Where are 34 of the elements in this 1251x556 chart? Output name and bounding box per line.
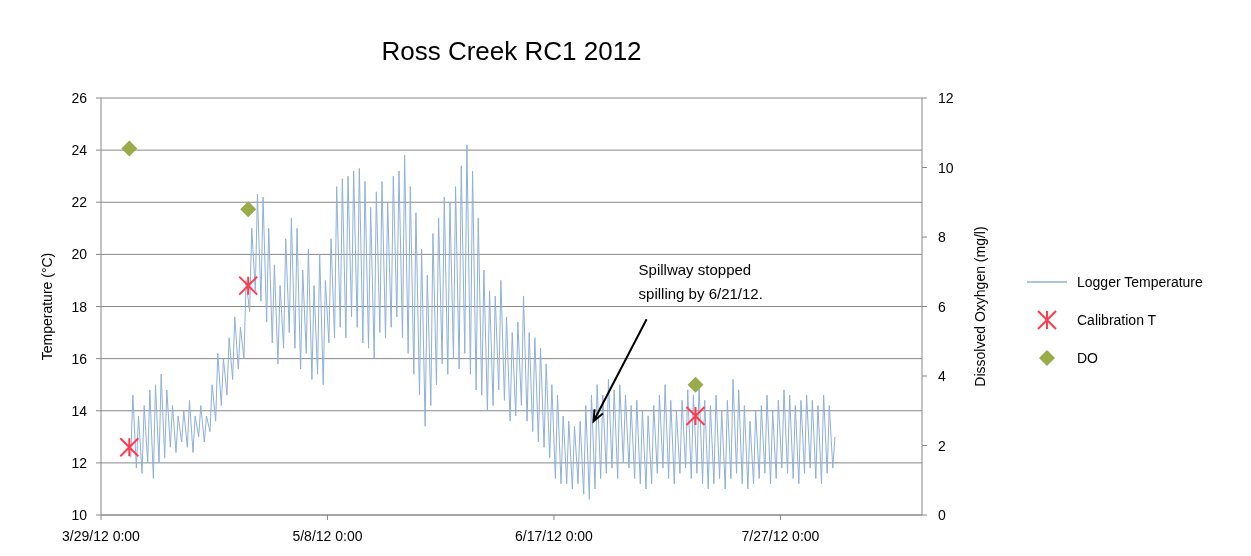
y-tick-label: 22 xyxy=(71,194,88,211)
y-tick-label: 26 xyxy=(71,90,88,106)
point xyxy=(121,140,138,157)
chart-title: Ross Creek RC1 2012 xyxy=(381,36,642,66)
point xyxy=(119,437,140,458)
y2-tick-label: 0 xyxy=(938,507,946,523)
line-series xyxy=(130,144,836,500)
x-tick-label: 6/17/12 0:00 xyxy=(515,528,594,544)
legend-label: Logger Temperature xyxy=(1077,274,1204,290)
legend-label: DO xyxy=(1077,350,1099,366)
y2-axis-title: Dissolved Oxyhgen (mg/l) xyxy=(972,226,988,387)
point xyxy=(238,275,259,296)
y2-tick-label: 10 xyxy=(938,159,954,176)
y-tick-label: 14 xyxy=(71,402,88,419)
y-tick-label: 10 xyxy=(71,507,88,523)
y2-tick-label: 2 xyxy=(938,437,946,454)
point xyxy=(240,201,257,218)
y-tick-label: 16 xyxy=(71,350,88,367)
y-tick-label: 18 xyxy=(71,298,88,315)
x-tick-label: 5/8/12 0:00 xyxy=(292,528,363,544)
point xyxy=(687,376,704,393)
y2-tick-label: 6 xyxy=(938,298,946,315)
legend-label: Calibration T xyxy=(1077,312,1157,328)
x-tick-label: 7/27/12 0:00 xyxy=(741,528,820,544)
point xyxy=(685,405,706,426)
y2-tick-label: 12 xyxy=(938,90,954,106)
y2-tick-label: 8 xyxy=(938,229,946,245)
y2-tick-label: 4 xyxy=(938,368,946,384)
y-tick-label: 12 xyxy=(71,454,88,471)
y-tick-label: 24 xyxy=(71,142,88,159)
y-tick-label: 20 xyxy=(71,246,88,263)
y-axis-title: Temperature (°C) xyxy=(39,252,55,361)
annotation: Spillway stopped spilling by 6/21/12. xyxy=(638,261,763,303)
x-tick-label: 3/29/12 0:00 xyxy=(62,528,141,544)
